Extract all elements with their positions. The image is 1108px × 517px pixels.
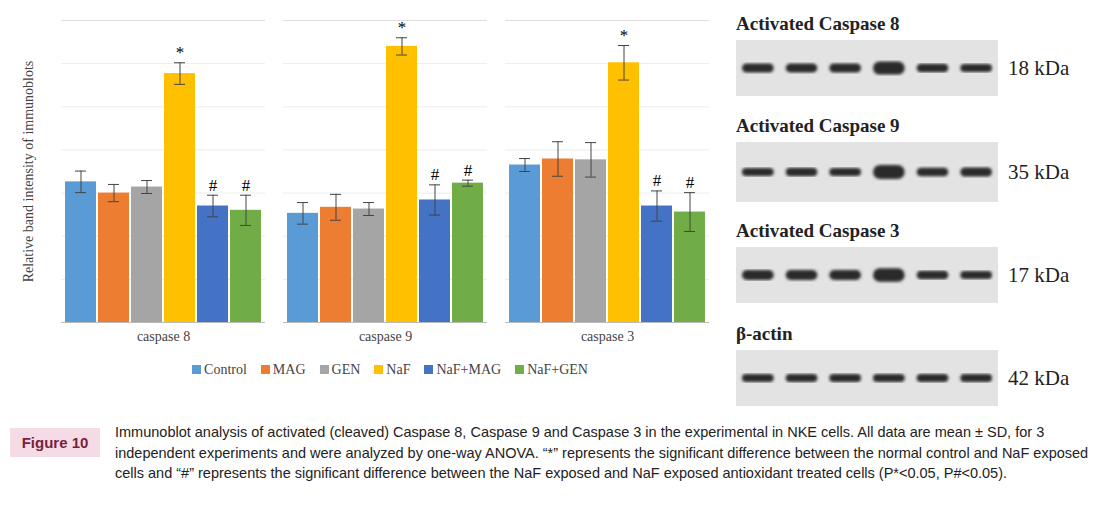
svg-text:Activated Caspase 8: Activated Caspase 8 xyxy=(736,13,900,34)
svg-text:caspase 8: caspase 8 xyxy=(137,329,190,344)
svg-text:#: # xyxy=(686,173,695,192)
svg-text:#: # xyxy=(431,165,440,184)
svg-text:#: # xyxy=(242,176,251,195)
svg-text:18 kDa: 18 kDa xyxy=(1008,56,1070,80)
svg-text:#: # xyxy=(653,171,662,190)
svg-text:42 kDa: 42 kDa xyxy=(1008,366,1070,390)
svg-text:*: * xyxy=(620,26,629,45)
svg-text:Activated Caspase 3: Activated Caspase 3 xyxy=(736,220,900,241)
svg-text:35 kDa: 35 kDa xyxy=(1008,160,1070,184)
svg-text:caspase 9: caspase 9 xyxy=(359,329,412,344)
svg-text:Relative band intensity of imm: Relative band intensity of immunoblots xyxy=(21,61,36,283)
html-text:NaF+MAG: NaF+MAG xyxy=(436,362,502,377)
html-text:NaF: NaF xyxy=(386,362,411,377)
svg-text:*: * xyxy=(398,18,407,37)
html-text:MAG: MAG xyxy=(272,362,306,377)
html-text:GEN: GEN xyxy=(331,362,361,377)
svg-text:β-actin: β-actin xyxy=(736,323,793,344)
svg-text:caspase 3: caspase 3 xyxy=(581,329,634,344)
html-text:Control: Control xyxy=(204,362,247,377)
svg-text:*: * xyxy=(176,43,185,62)
html-text:Figure 10: Figure 10 xyxy=(21,434,89,451)
html-text:Immunoblot analysis of activat: Immunoblot analysis of activated (cleave… xyxy=(115,424,1089,482)
svg-text:17 kDa: 17 kDa xyxy=(1008,263,1070,287)
svg-text:#: # xyxy=(464,161,473,180)
svg-text:Activated Caspase 9: Activated Caspase 9 xyxy=(736,115,900,136)
svg-text:#: # xyxy=(209,176,218,195)
html-text:NaF+GEN: NaF+GEN xyxy=(527,362,588,377)
